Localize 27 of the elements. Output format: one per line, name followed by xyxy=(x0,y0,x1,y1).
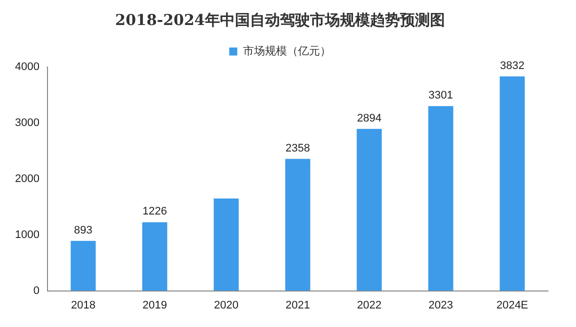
data-label: 893 xyxy=(74,224,92,236)
chart-title: 2018-2024年中国自动驾驶市场规模趋势预测图 xyxy=(115,10,445,29)
x-tick-label: 2023 xyxy=(428,299,453,312)
bar xyxy=(214,198,239,291)
bar xyxy=(428,106,454,291)
bar xyxy=(356,128,382,291)
y-tick-label: 2000 xyxy=(14,172,40,185)
y-tick-label: 1000 xyxy=(14,228,40,241)
x-tick-label: 2022 xyxy=(356,299,382,312)
bar xyxy=(142,222,168,291)
bar xyxy=(500,76,525,291)
data-label: 3832 xyxy=(500,60,524,72)
x-tick-label: 2019 xyxy=(142,299,167,312)
data-label: 3301 xyxy=(428,90,453,102)
y-tick-label: 4000 xyxy=(14,61,40,74)
bar xyxy=(70,240,96,291)
data-label: 2894 xyxy=(356,112,382,124)
y-tick-label: 3000 xyxy=(14,116,40,129)
data-label: 1226 xyxy=(142,206,167,218)
legend-label: 市场规模（亿元） xyxy=(242,44,331,58)
bar xyxy=(285,158,310,291)
x-tick-label: 2021 xyxy=(285,299,310,312)
data-label: 2358 xyxy=(285,142,310,154)
x-tick-label: 2018 xyxy=(70,299,96,312)
x-tick-label: 2020 xyxy=(214,299,238,312)
x-tick-label: 2024E xyxy=(496,299,528,312)
y-tick-label: 0 xyxy=(33,284,40,297)
